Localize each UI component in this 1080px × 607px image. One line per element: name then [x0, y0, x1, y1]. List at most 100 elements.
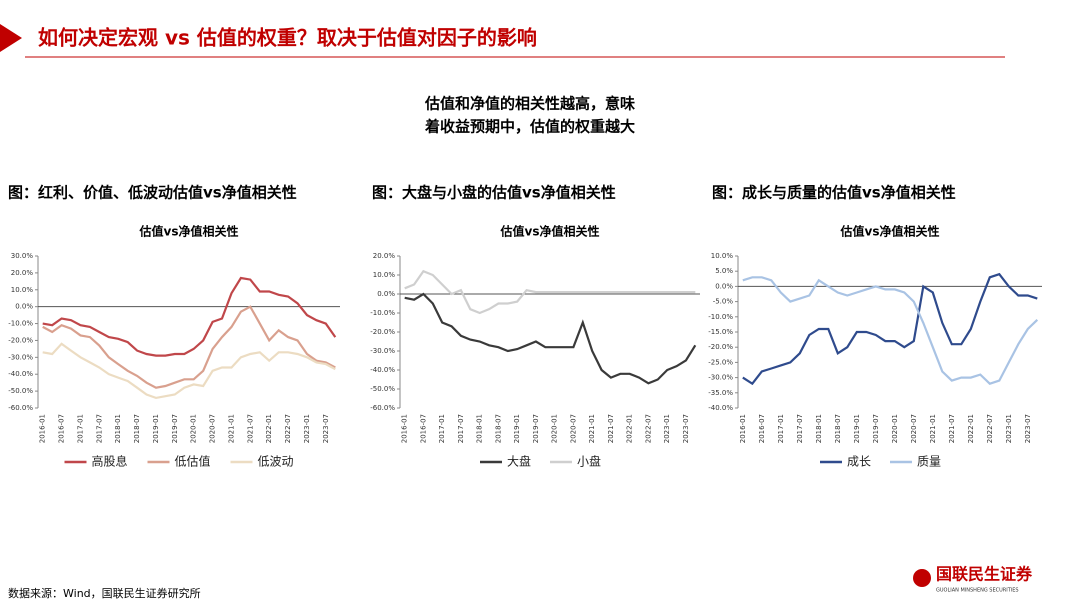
x-tick-label: 2018-01 [114, 414, 122, 443]
logo-name: 国联民生证券 [936, 565, 1033, 584]
figure-caption: 图：大盘与小盘的估值vs净值相关性 [372, 184, 616, 202]
x-tick-label: 2017-07 [457, 414, 465, 443]
note-line: 着收益预期中，估值的权重越大 [424, 118, 635, 136]
y-tick-label: -50.0% [370, 385, 395, 393]
x-tick-label: 2018-07 [133, 414, 141, 443]
legend-label: 高股息 [92, 454, 128, 469]
y-tick-label: 30.0% [11, 252, 34, 260]
x-tick-label: 2019-01 [152, 414, 160, 443]
x-tick-label: 2023-07 [322, 414, 330, 443]
x-tick-label: 2022-07 [284, 414, 292, 443]
y-tick-label: -40.0% [370, 366, 395, 374]
x-tick-label: 2019-01 [513, 414, 521, 443]
y-tick-label: 20.0% [373, 252, 396, 260]
x-tick-label: 2020-07 [569, 414, 577, 443]
y-tick-label: 0.0% [377, 290, 395, 298]
x-tick-label: 2017-01 [76, 414, 84, 443]
y-tick-label: 0.0% [715, 282, 733, 290]
x-tick-label: 2021-01 [929, 414, 937, 443]
x-tick-label: 2018-01 [476, 414, 484, 443]
legend-label: 质量 [917, 455, 941, 469]
y-tick-label: -30.0% [370, 347, 395, 355]
legend-label: 低估值 [175, 454, 211, 469]
x-tick-label: 2016-01 [739, 414, 747, 443]
legend-label: 成长 [847, 455, 871, 469]
x-tick-label: 2020-07 [910, 414, 918, 443]
y-tick-label: -40.0% [708, 404, 733, 412]
y-tick-label: -30.0% [708, 374, 733, 382]
y-tick-label: -10.0% [8, 320, 33, 328]
x-tick-label: 2016-07 [58, 414, 66, 443]
x-tick-label: 2018-01 [815, 414, 823, 443]
chart-title: 估值vs净值相关性 [139, 224, 239, 239]
series-line [404, 269, 696, 315]
x-tick-label: 2021-07 [948, 414, 956, 443]
y-tick-label: -10.0% [370, 309, 395, 317]
x-tick-label: 2022-01 [626, 414, 634, 443]
x-tick-label: 2020-07 [209, 414, 217, 443]
x-tick-label: 2016-01 [39, 414, 47, 443]
y-tick-label: 10.0% [373, 271, 396, 279]
x-tick-label: 2017-07 [95, 414, 103, 443]
y-tick-label: 10.0% [11, 286, 34, 294]
x-tick-label: 2022-01 [967, 414, 975, 443]
figure-caption: 图：成长与质量的估值vs净值相关性 [712, 184, 956, 202]
x-tick-label: 2017-01 [438, 414, 446, 443]
logo-icon [913, 569, 931, 587]
chart-title: 估值vs净值相关性 [840, 224, 940, 239]
y-tick-label: -25.0% [708, 358, 733, 366]
x-tick-label: 2016-01 [401, 414, 409, 443]
x-tick-label: 2022-01 [265, 414, 273, 443]
x-tick-label: 2023-01 [1005, 414, 1013, 443]
x-tick-label: 2018-07 [494, 414, 502, 443]
y-tick-label: -60.0% [370, 404, 395, 412]
slide-title: 如何决定宏观 vs 估值的权重？取决于估值对因子的影响 [38, 26, 537, 50]
x-tick-label: 2022-07 [986, 414, 994, 443]
y-tick-label: -20.0% [708, 343, 733, 351]
x-tick-label: 2020-01 [190, 414, 198, 443]
x-tick-label: 2019-07 [872, 414, 880, 443]
series-line [42, 342, 336, 400]
x-tick-label: 2019-07 [171, 414, 179, 443]
series-line [742, 272, 1038, 386]
x-tick-label: 2021-01 [588, 414, 596, 443]
y-tick-label: -35.0% [708, 389, 733, 397]
y-tick-label: -60.0% [8, 404, 33, 412]
x-tick-label: 2020-01 [551, 414, 559, 443]
x-tick-label: 2022-07 [644, 414, 652, 443]
series-line [404, 292, 697, 385]
header-marker [0, 24, 22, 52]
x-tick-label: 2019-07 [532, 414, 540, 443]
x-tick-label: 2023-07 [1024, 414, 1032, 443]
x-tick-label: 2023-07 [682, 414, 690, 443]
legend-label: 大盘 [507, 454, 531, 469]
x-tick-label: 2021-07 [246, 414, 254, 443]
x-tick-label: 2019-01 [853, 414, 861, 443]
x-tick-label: 2017-07 [796, 414, 804, 443]
y-tick-label: -15.0% [708, 328, 733, 336]
y-tick-label: 0.0% [15, 303, 33, 311]
y-tick-label: 5.0% [715, 267, 733, 275]
y-tick-label: 10.0% [711, 252, 734, 260]
legend-label: 小盘 [577, 454, 601, 469]
x-tick-label: 2017-01 [777, 414, 785, 443]
y-tick-label: -10.0% [708, 313, 733, 321]
series-line [42, 276, 337, 357]
legend-label: 低波动 [258, 455, 294, 469]
figure-caption: 图：红利、价值、低波动估值vs净值相关性 [8, 184, 297, 202]
x-tick-label: 2023-01 [303, 414, 311, 443]
y-tick-label: 20.0% [11, 269, 34, 277]
y-tick-label: -40.0% [8, 370, 33, 378]
y-tick-label: -20.0% [8, 336, 33, 344]
y-tick-label: -30.0% [8, 353, 33, 361]
x-tick-label: 2023-01 [663, 414, 671, 443]
x-tick-label: 2021-01 [227, 414, 235, 443]
x-tick-label: 2016-07 [758, 414, 766, 443]
logo-english: GUOLIAN MINSHENG SECURITIES [936, 588, 1019, 594]
x-tick-label: 2018-07 [834, 414, 842, 443]
y-tick-label: -20.0% [370, 328, 395, 336]
y-tick-label: -5.0% [713, 298, 734, 306]
x-tick-label: 2016-07 [419, 414, 427, 443]
chart-title: 估值vs净值相关性 [500, 224, 600, 239]
